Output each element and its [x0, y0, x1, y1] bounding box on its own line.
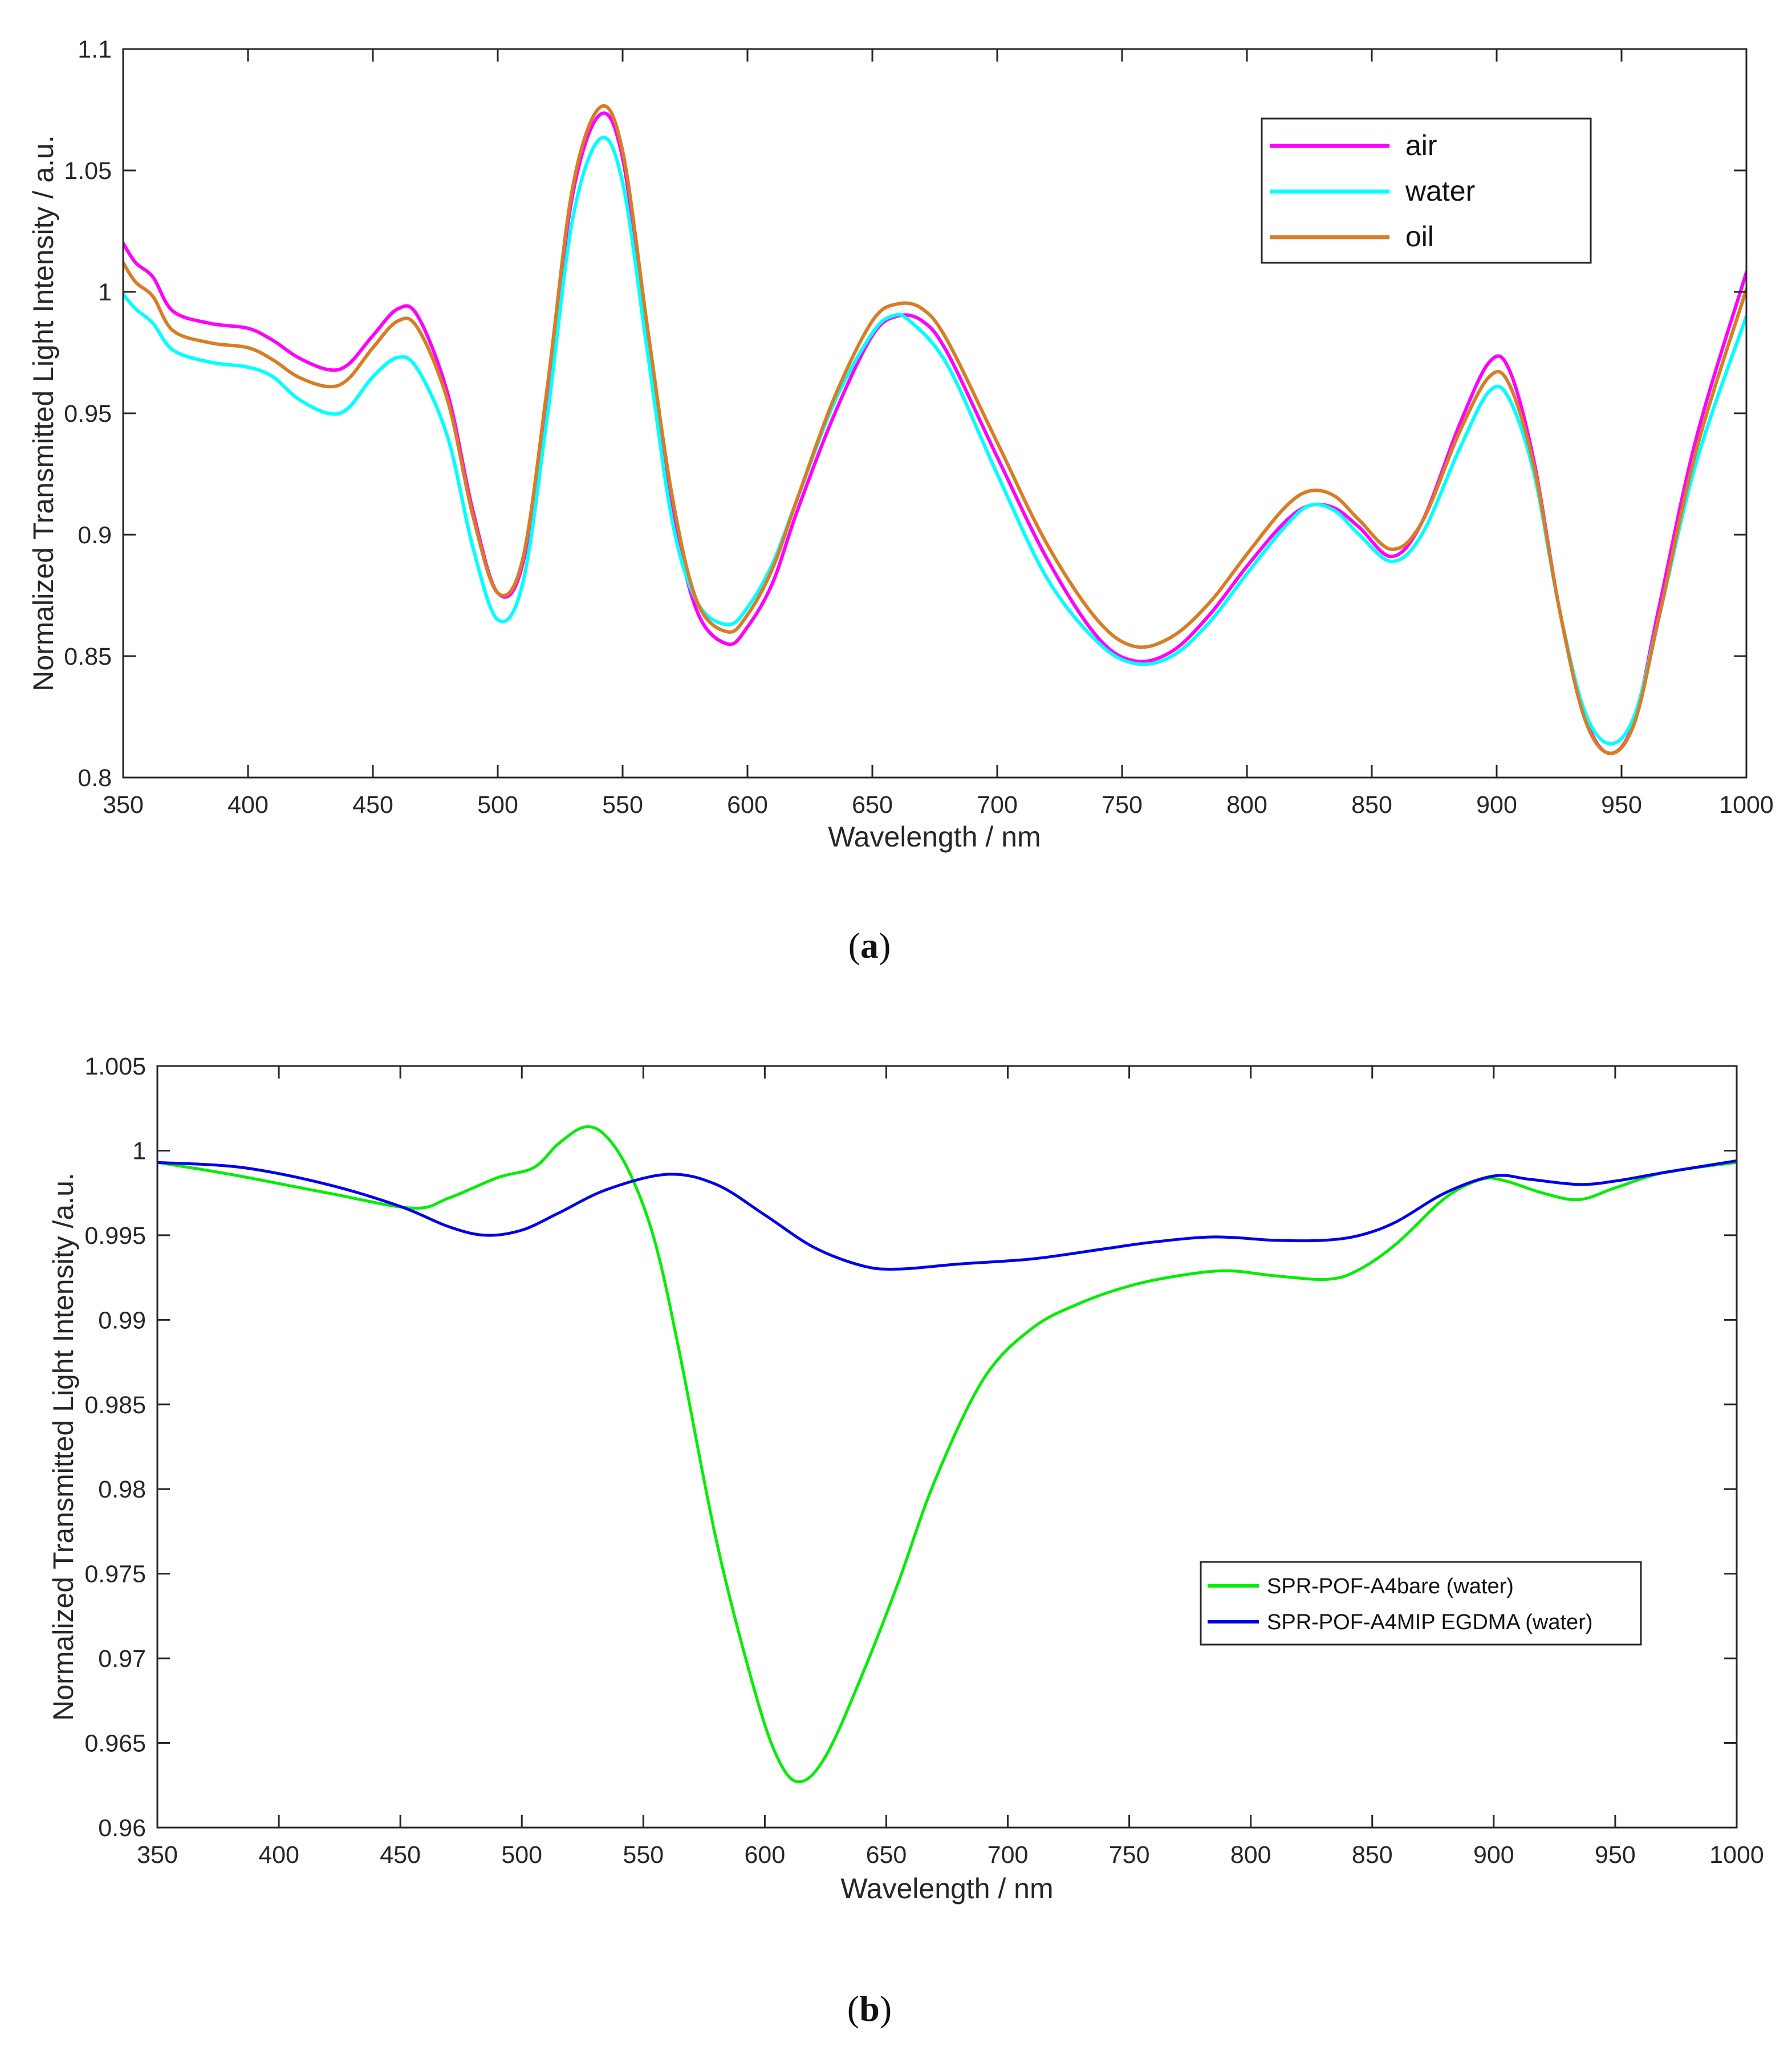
- x-tick-label-a-5: 600: [727, 791, 768, 819]
- x-tick-label-a-0: 350: [103, 791, 144, 819]
- legend-water-label: water: [1405, 175, 1475, 207]
- chart-b-legend: SPR-POF-A4bare (water) SPR-POF-A4MIP EGD…: [1200, 1561, 1642, 1646]
- series-line-a-1: [123, 136, 1746, 746]
- chart-a-x-axis-label: Wavelength / nm: [828, 821, 1041, 853]
- legend-a4mip-label: SPR-POF-A4MIP EGDMA (water): [1267, 1610, 1593, 1634]
- x-tick-label-b-6: 650: [866, 1841, 907, 1869]
- x-tick-label-a-6: 650: [852, 791, 893, 819]
- chart-a-caption-open: (: [848, 925, 860, 966]
- y-tick-label-a-6: 1.1: [78, 36, 112, 63]
- y-tick-label-b-8: 1: [132, 1137, 146, 1165]
- x-tick-label-b-0: 350: [137, 1841, 178, 1869]
- chart-b-caption: (b): [847, 1988, 892, 2029]
- x-tick-label-b-2: 450: [380, 1841, 421, 1869]
- x-tick-label-a-1: 400: [227, 791, 269, 819]
- legend-oil-label: oil: [1405, 221, 1434, 253]
- chart-a-series: [123, 104, 1746, 755]
- x-tick-label-b-10: 850: [1352, 1841, 1393, 1869]
- chart-b-caption-close: ): [880, 1988, 892, 2029]
- x-tick-label-a-12: 950: [1601, 791, 1642, 819]
- y-tick-label-b-9: 1.005: [84, 1053, 146, 1080]
- y-tick-label-a-0: 0.8: [78, 764, 112, 792]
- chart-a-caption: (a): [848, 925, 891, 966]
- legend-air-label: air: [1405, 129, 1437, 161]
- chart-b-series: [157, 1125, 1737, 1784]
- x-tick-label-b-7: 700: [988, 1841, 1029, 1869]
- y-tick-label-b-4: 0.98: [98, 1476, 146, 1503]
- chart-b-caption-letter: b: [859, 1988, 880, 2029]
- chart-a-legend: air water oil: [1261, 117, 1592, 264]
- y-tick-label-b-7: 0.995: [84, 1222, 146, 1250]
- series-line-b-1: [157, 1159, 1737, 1271]
- chart-a-caption-letter: a: [860, 925, 879, 966]
- x-tick-label-a-9: 800: [1226, 791, 1267, 819]
- chart-panel-b: 350 400 450 500 550 600 650 700 750 800 850 900 950 1…: [47, 1053, 1764, 2029]
- x-tick-label-a-11: 900: [1476, 791, 1517, 819]
- y-tick-label-b-2: 0.97: [98, 1645, 146, 1673]
- x-tick-label-b-5: 600: [745, 1841, 786, 1869]
- x-tick-label-b-11: 900: [1473, 1841, 1514, 1869]
- chart-b-x-axis-label: Wavelength / nm: [840, 1873, 1053, 1905]
- x-tick-label-b-3: 500: [501, 1841, 542, 1869]
- y-tick-label-b-5: 0.985: [84, 1391, 146, 1419]
- x-tick-label-a-4: 550: [602, 791, 643, 819]
- x-tick-label-b-12: 950: [1595, 1841, 1636, 1869]
- chart-b-frame: [156, 1065, 1738, 1829]
- y-tick-label-a-3: 0.95: [64, 400, 112, 428]
- x-tick-label-b-1: 400: [258, 1841, 299, 1869]
- y-tick-label-a-2: 0.9: [78, 522, 112, 549]
- x-tick-label-b-13: 1000: [1709, 1841, 1764, 1869]
- y-tick-label-a-4: 1: [98, 279, 112, 306]
- legend-a4bare-label: SPR-POF-A4bare (water): [1267, 1574, 1514, 1598]
- y-tick-label-a-5: 1.05: [64, 157, 112, 185]
- x-tick-label-a-13: 1000: [1719, 791, 1774, 819]
- series-line-b-0: [157, 1125, 1737, 1784]
- x-tick-label-a-2: 450: [352, 791, 393, 819]
- y-tick-label-b-3: 0.975: [84, 1561, 146, 1588]
- series-line-a-2: [123, 104, 1746, 755]
- series-line-a-0: [123, 111, 1746, 755]
- x-tick-label-a-10: 850: [1351, 791, 1392, 819]
- x-tick-label-a-7: 700: [977, 791, 1018, 819]
- y-tick-label-b-0: 0.96: [98, 1814, 146, 1842]
- chart-b-y-axis-label: Normalized Transmitted Light Intensity /…: [47, 1173, 79, 1721]
- chart-panel-a: 350 400 450 500 550 600 650 700 750 800 850 900 950 1…: [27, 36, 1774, 966]
- chart-b-ticks: 350 400 450 500 550 600 650 700 750 800 850 900 950 1…: [84, 1053, 1763, 1869]
- y-tick-label-a-1: 0.85: [64, 643, 112, 670]
- x-tick-label-b-4: 550: [623, 1841, 664, 1869]
- chart-b-caption-open: (: [847, 1988, 859, 2029]
- chart-a-caption-close: ): [879, 925, 891, 966]
- chart-a-ticks: 350 400 450 500 550 600 650 700 750 800 850 900 950 1…: [64, 36, 1774, 819]
- x-tick-label-a-8: 750: [1102, 791, 1143, 819]
- y-tick-label-b-6: 0.99: [98, 1307, 146, 1334]
- chart-b-legend-box: [1200, 1561, 1642, 1646]
- x-tick-label-b-8: 750: [1109, 1841, 1150, 1869]
- chart-a-y-axis-label: Normalized Transmitted Light Intensity /…: [27, 135, 59, 691]
- x-tick-label-a-3: 500: [477, 791, 518, 819]
- x-tick-label-b-9: 800: [1230, 1841, 1271, 1869]
- y-tick-label-b-1: 0.965: [84, 1730, 146, 1757]
